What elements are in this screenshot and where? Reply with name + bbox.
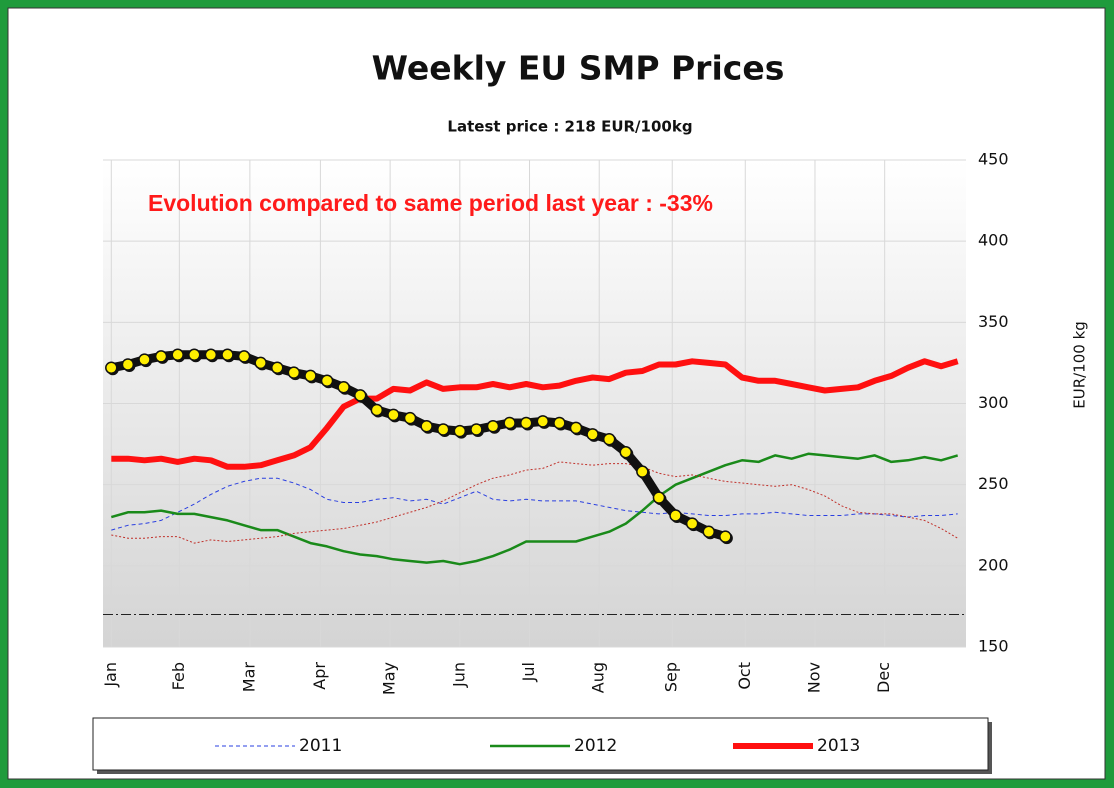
marker xyxy=(436,423,450,436)
marker xyxy=(669,509,682,522)
x-tick-label: Mar xyxy=(239,662,258,693)
marker xyxy=(619,445,633,459)
marker xyxy=(271,361,284,375)
x-tick-label: Jan xyxy=(101,662,120,688)
marker xyxy=(254,356,267,370)
marker xyxy=(171,348,184,362)
marker xyxy=(470,423,483,436)
legend-label: 2011 xyxy=(299,736,342,756)
x-tick-label: Jun xyxy=(449,662,468,688)
marker xyxy=(553,416,566,430)
x-tick-label: Dec xyxy=(874,662,893,693)
legend xyxy=(92,717,989,771)
y-tick-label: 150 xyxy=(978,637,1009,656)
y-tick-label: 300 xyxy=(978,393,1009,412)
y-tick-label: 350 xyxy=(978,312,1009,331)
x-tick-label: Aug xyxy=(589,662,608,693)
marker xyxy=(287,366,301,379)
marker xyxy=(370,403,384,417)
marker xyxy=(453,424,467,438)
marker xyxy=(702,525,716,538)
marker xyxy=(105,361,118,375)
x-tick-label: Nov xyxy=(804,662,823,693)
series-line xyxy=(110,452,959,566)
x-tick-label: May xyxy=(380,662,399,695)
legend-label: 2013 xyxy=(817,736,860,756)
marker xyxy=(337,381,350,394)
marker xyxy=(121,358,135,371)
marker xyxy=(719,530,732,543)
x-tick-label: Sep xyxy=(662,662,681,692)
marker xyxy=(403,411,417,425)
marker xyxy=(237,350,251,363)
marker xyxy=(503,416,516,430)
y-tick-label: 250 xyxy=(978,474,1009,493)
marker xyxy=(636,465,649,478)
marker xyxy=(304,369,317,383)
marker xyxy=(353,389,367,402)
marker xyxy=(221,348,234,362)
marker xyxy=(536,415,550,428)
marker xyxy=(320,374,334,388)
marker xyxy=(138,353,151,366)
legend-label: 2012 xyxy=(574,736,617,756)
marker xyxy=(420,419,433,433)
x-tick-label: Jul xyxy=(519,662,538,682)
marker xyxy=(204,348,218,362)
series-line xyxy=(111,358,959,470)
x-tick-label: Apr xyxy=(310,662,329,690)
marker xyxy=(486,419,500,433)
marker xyxy=(586,428,599,441)
marker xyxy=(652,491,666,504)
marker xyxy=(685,517,699,530)
marker xyxy=(519,416,533,430)
series-line xyxy=(111,477,958,531)
y-tick-label: 200 xyxy=(978,555,1009,574)
marker xyxy=(569,421,583,435)
x-tick-label: Oct xyxy=(735,662,754,690)
y-tick-label: 400 xyxy=(978,231,1009,250)
x-tick-label: Feb xyxy=(169,662,188,690)
marker xyxy=(154,350,168,363)
y-axis-label: EUR/100 kg xyxy=(1071,321,1089,409)
chart-title: Weekly EU SMP Prices xyxy=(372,49,785,88)
marker xyxy=(602,432,616,446)
annotation: Evolution compared to same period last y… xyxy=(148,190,713,216)
marker xyxy=(188,348,201,362)
y-tick-label: 450 xyxy=(978,150,1009,169)
chart-subtitle: Latest price : 218 EUR/100kg xyxy=(447,118,692,136)
marker xyxy=(387,408,400,422)
